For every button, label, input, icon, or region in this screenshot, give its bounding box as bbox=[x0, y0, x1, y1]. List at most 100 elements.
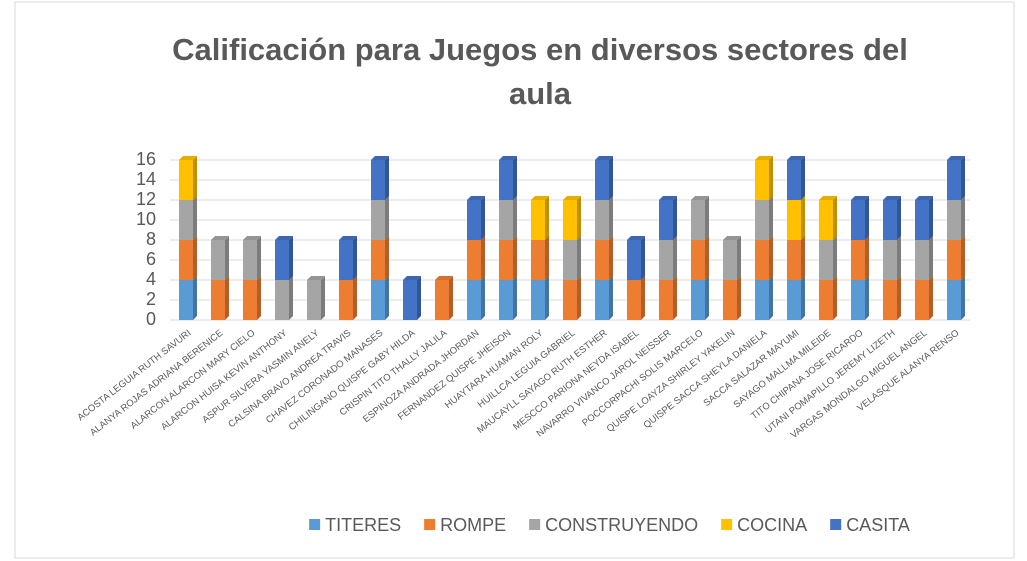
bar-top bbox=[691, 196, 709, 200]
legend-label: COCINA bbox=[737, 515, 807, 535]
bar-segment bbox=[787, 280, 801, 320]
bar-segment bbox=[883, 240, 897, 280]
y-tick-label: 16 bbox=[136, 149, 156, 169]
bar-side bbox=[737, 276, 741, 320]
bar-segment bbox=[883, 200, 897, 240]
bar-top bbox=[595, 156, 613, 160]
bar-segment bbox=[851, 280, 865, 320]
y-tick-label: 10 bbox=[136, 209, 156, 229]
bar-top bbox=[531, 196, 549, 200]
bar-side bbox=[961, 196, 965, 240]
bar-side bbox=[897, 276, 901, 320]
bar-segment bbox=[243, 280, 257, 320]
bar-top bbox=[179, 156, 197, 160]
bar-top bbox=[819, 196, 837, 200]
bar-top bbox=[499, 156, 517, 160]
y-tick-label: 6 bbox=[146, 249, 156, 269]
bar-segment bbox=[883, 280, 897, 320]
legend-label: TITERES bbox=[325, 515, 401, 535]
bar-side bbox=[481, 196, 485, 240]
y-tick-label: 14 bbox=[136, 169, 156, 189]
bar-segment bbox=[659, 280, 673, 320]
y-tick-label: 8 bbox=[146, 229, 156, 249]
bar-top bbox=[851, 196, 869, 200]
y-tick-label: 4 bbox=[146, 269, 156, 289]
chart-frame bbox=[14, 1, 1015, 559]
bar-segment bbox=[723, 280, 737, 320]
bar-side bbox=[609, 276, 613, 320]
bar-segment bbox=[659, 240, 673, 280]
legend-swatch bbox=[309, 519, 321, 530]
bar-segment bbox=[563, 280, 577, 320]
bar-segment bbox=[851, 240, 865, 280]
bar-segment bbox=[819, 240, 833, 280]
bar-side bbox=[577, 236, 581, 280]
bar-top bbox=[403, 276, 421, 280]
bar-side bbox=[865, 276, 869, 320]
bar-segment bbox=[467, 240, 481, 280]
bar-segment bbox=[819, 280, 833, 320]
bar-segment bbox=[211, 240, 225, 280]
bar-top bbox=[659, 196, 677, 200]
bar-segment bbox=[243, 240, 257, 280]
bar-segment bbox=[595, 160, 609, 200]
x-tick-label: ACOSTA LEGUIA RUTH SAVURI bbox=[75, 328, 193, 424]
bar-segment bbox=[563, 200, 577, 240]
bar-side bbox=[577, 196, 581, 240]
bar-side bbox=[929, 196, 933, 240]
bar-side bbox=[257, 276, 261, 320]
bar-side bbox=[385, 156, 389, 200]
bar-segment bbox=[755, 240, 769, 280]
bar-side bbox=[225, 236, 229, 280]
bar-segment bbox=[275, 280, 289, 320]
bar-segment bbox=[659, 200, 673, 240]
bar-side bbox=[609, 196, 613, 240]
bar-segment bbox=[371, 280, 385, 320]
bar-segment bbox=[947, 240, 961, 280]
bar-side bbox=[833, 196, 837, 240]
bar-segment bbox=[915, 240, 929, 280]
y-tick-label: 2 bbox=[146, 289, 156, 309]
bar-segment bbox=[627, 280, 641, 320]
bar-segment bbox=[499, 160, 513, 200]
bar-segment bbox=[339, 280, 353, 320]
bar-segment bbox=[691, 200, 705, 240]
legend-label: ROMPE bbox=[440, 515, 506, 535]
bar-segment bbox=[531, 240, 545, 280]
bar-top bbox=[755, 156, 773, 160]
bar-side bbox=[513, 276, 517, 320]
bar-segment bbox=[179, 280, 193, 320]
bar-side bbox=[385, 236, 389, 280]
bar-top bbox=[723, 236, 741, 240]
bar-side bbox=[961, 276, 965, 320]
bar-top bbox=[307, 276, 325, 280]
bar-segment bbox=[467, 200, 481, 240]
bar-segment bbox=[947, 160, 961, 200]
bar-side bbox=[545, 276, 549, 320]
bar-top bbox=[243, 236, 261, 240]
bar-side bbox=[289, 276, 293, 320]
bar-segment bbox=[691, 280, 705, 320]
bar-top bbox=[787, 156, 805, 160]
bar-segment bbox=[595, 200, 609, 240]
bar-segment bbox=[531, 200, 545, 240]
bar-side bbox=[897, 236, 901, 280]
bar-segment bbox=[723, 240, 737, 280]
bar-top bbox=[275, 236, 293, 240]
y-tick-label: 0 bbox=[146, 309, 156, 329]
bar-segment bbox=[499, 240, 513, 280]
bar-side bbox=[449, 276, 453, 320]
bar-side bbox=[961, 236, 965, 280]
bar-segment bbox=[371, 200, 385, 240]
bar-top bbox=[627, 236, 645, 240]
bar-segment bbox=[179, 200, 193, 240]
bar-side bbox=[833, 236, 837, 280]
bar-segment bbox=[339, 240, 353, 280]
bar-top bbox=[211, 236, 229, 240]
bar-segment bbox=[371, 160, 385, 200]
bar-side bbox=[481, 236, 485, 280]
bar-segment bbox=[403, 280, 417, 320]
bar-side bbox=[353, 236, 357, 280]
bar-segment bbox=[851, 200, 865, 240]
